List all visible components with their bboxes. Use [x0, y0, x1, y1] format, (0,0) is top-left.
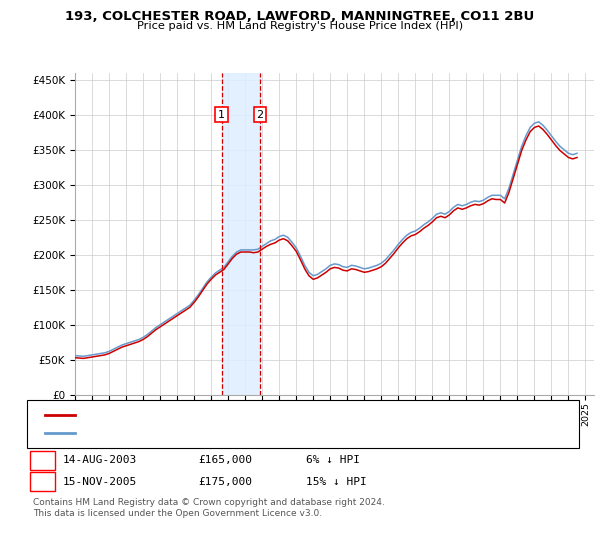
Text: 15% ↓ HPI: 15% ↓ HPI — [306, 477, 367, 487]
Text: 14-AUG-2003: 14-AUG-2003 — [63, 455, 137, 465]
Text: 1: 1 — [39, 455, 46, 465]
Text: 15-NOV-2005: 15-NOV-2005 — [63, 477, 137, 487]
Text: 193, COLCHESTER ROAD, LAWFORD, MANNINGTREE, CO11 2BU: 193, COLCHESTER ROAD, LAWFORD, MANNINGTR… — [65, 10, 535, 22]
Text: HPI: Average price, detached house, Tendring: HPI: Average price, detached house, Tend… — [80, 428, 302, 438]
Text: £165,000: £165,000 — [198, 455, 252, 465]
Bar — [221, 73, 260, 395]
Text: 1: 1 — [218, 110, 225, 120]
Text: 2: 2 — [257, 110, 264, 120]
Text: Contains HM Land Registry data © Crown copyright and database right 2024.
This d: Contains HM Land Registry data © Crown c… — [33, 498, 385, 518]
Text: £175,000: £175,000 — [198, 477, 252, 487]
Text: 193, COLCHESTER ROAD, LAWFORD, MANNINGTREE, CO11 2BU (detached house): 193, COLCHESTER ROAD, LAWFORD, MANNINGTR… — [80, 410, 481, 420]
Text: 2: 2 — [39, 477, 46, 487]
Text: 6% ↓ HPI: 6% ↓ HPI — [306, 455, 360, 465]
Text: Price paid vs. HM Land Registry's House Price Index (HPI): Price paid vs. HM Land Registry's House … — [137, 21, 463, 31]
